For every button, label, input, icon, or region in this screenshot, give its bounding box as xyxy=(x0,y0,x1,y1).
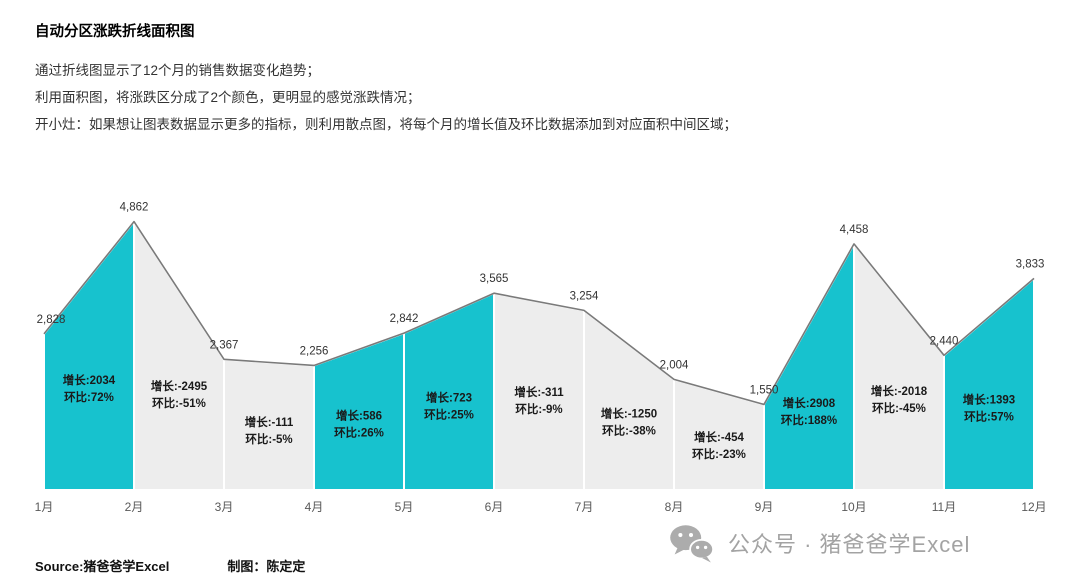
description-line-3: 开小灶：如果想让图表数据显示更多的指标，则利用散点图，将每个月的增长值及环比数据… xyxy=(35,117,737,132)
trend-line xyxy=(43,220,1035,406)
month-label: 9月 xyxy=(755,500,774,514)
month-label: 1月 xyxy=(35,500,54,514)
growth-label: 增长:1393 xyxy=(963,392,1015,406)
value-label: 2,440 xyxy=(930,335,959,347)
month-label: 2月 xyxy=(125,500,144,514)
area-chart-svg: 2,828 4,862 2,367 2,256 2,842 3,565 3,254 2,004… xyxy=(35,202,1047,514)
credit-label: 制图：陈定定 xyxy=(227,559,306,574)
growth-label: 增长:723 xyxy=(426,391,472,405)
growth-label: 增长:-454 xyxy=(694,430,744,444)
month-label: 6月 xyxy=(485,500,504,514)
area-chart: 2,828 4,862 2,367 2,256 2,842 3,565 3,254 2,004… xyxy=(30,190,1050,520)
value-label: 4,458 xyxy=(840,224,869,236)
month-label: 10月 xyxy=(841,500,866,514)
growth-label: 增长:2034 xyxy=(63,373,116,387)
growth-label: 增长:-2495 xyxy=(151,379,208,393)
value-label: 3,833 xyxy=(1016,258,1045,270)
ratio-label: 环比:-38% xyxy=(602,423,656,437)
page-title: 自动分区涨跌折线面积图 xyxy=(35,24,195,40)
area-segment-down xyxy=(583,309,675,491)
value-label: 2,842 xyxy=(390,313,419,325)
month-label: 11月 xyxy=(932,500,956,514)
ratio-label: 环比:-9% xyxy=(515,402,562,416)
description-line-1: 通过折线图显示了12个月的销售数据变化趋势； xyxy=(35,63,321,78)
area-segment-up xyxy=(43,220,135,491)
chart-description: 通过折线图显示了12个月的销售数据变化趋势； 利用面积图，将涨跌区分成了2个颜色… xyxy=(35,57,737,138)
value-label: 2,256 xyxy=(300,345,329,357)
growth-label: 增长:2908 xyxy=(783,396,836,410)
month-label: 5月 xyxy=(395,500,414,514)
ratio-label: 环比:-51% xyxy=(152,396,206,410)
ratio-label: 环比:57% xyxy=(964,409,1014,423)
month-label: 8月 xyxy=(665,500,684,514)
month-label: 4月 xyxy=(305,500,324,514)
ratio-label: 环比:-23% xyxy=(692,447,746,461)
growth-label: 增长:586 xyxy=(336,409,382,423)
value-label: 2,367 xyxy=(210,339,239,351)
value-label: 3,254 xyxy=(570,290,599,302)
footer: Source:猪爸爸学Excel 制图：陈定定 xyxy=(35,556,305,575)
ratio-label: 环比:188% xyxy=(781,413,837,427)
growth-label: 增长:-1250 xyxy=(601,406,657,420)
value-label: 1,550 xyxy=(750,384,779,396)
area-segment-down xyxy=(133,220,225,491)
wechat-banner: 公众号 · 猪爸爸学Excel xyxy=(668,522,970,564)
growth-label: 增长:-2018 xyxy=(871,384,928,398)
value-label: 4,862 xyxy=(120,202,149,214)
month-label: 12月 xyxy=(1021,500,1046,514)
ratio-label: 环比:26% xyxy=(334,426,384,440)
ratio-label: 环比:72% xyxy=(64,390,114,404)
area-segment-up xyxy=(943,277,1035,491)
ratio-label: 环比:-5% xyxy=(245,432,292,446)
value-label: 3,565 xyxy=(480,273,509,285)
source-label: Source:猪爸爸学Excel xyxy=(35,559,170,574)
ratio-label: 环比:-45% xyxy=(872,401,926,415)
month-label: 7月 xyxy=(575,500,594,514)
growth-label: 增长:-111 xyxy=(245,415,294,429)
area-segment-down xyxy=(853,242,945,491)
area-segment-up xyxy=(763,242,855,491)
growth-label: 增长:-311 xyxy=(514,385,564,399)
value-label: 2,828 xyxy=(37,314,66,326)
value-label: 2,004 xyxy=(660,359,689,371)
description-line-2: 利用面积图，将涨跌区分成了2个颜色，更明显的感觉涨跌情况； xyxy=(35,90,421,105)
ratio-label: 环比:25% xyxy=(424,408,474,422)
wechat-icon xyxy=(670,525,714,563)
month-label: 3月 xyxy=(215,500,234,514)
wechat-account-label: 公众号 · 猪爸爸学Excel xyxy=(728,532,971,557)
